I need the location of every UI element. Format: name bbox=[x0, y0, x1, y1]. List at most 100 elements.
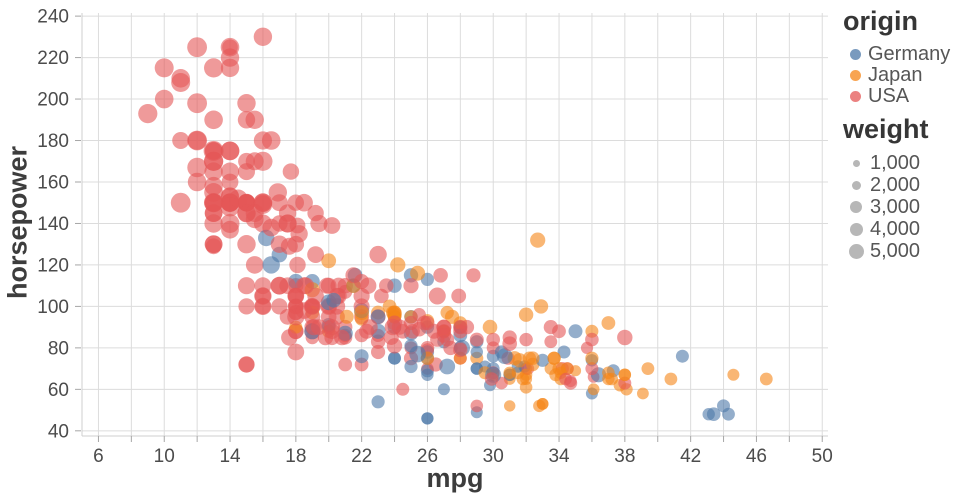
data-point bbox=[187, 172, 207, 192]
data-point bbox=[297, 277, 315, 295]
data-point bbox=[601, 316, 616, 330]
data-point bbox=[370, 309, 386, 325]
data-point bbox=[338, 357, 353, 372]
x-tick-label: 10 bbox=[154, 446, 175, 467]
data-point bbox=[451, 288, 467, 304]
data-point bbox=[409, 345, 426, 363]
data-point bbox=[237, 277, 256, 295]
origin-color-dot bbox=[849, 70, 861, 81]
x-tick-label: 38 bbox=[614, 446, 635, 467]
data-point bbox=[466, 268, 481, 283]
data-point bbox=[253, 27, 273, 46]
data-point bbox=[330, 277, 347, 294]
data-point bbox=[279, 308, 296, 325]
data-point bbox=[618, 368, 632, 382]
legend-weight-item-5000: 5,000 bbox=[843, 240, 960, 262]
data-point bbox=[307, 287, 324, 305]
y-tick-label: 220 bbox=[37, 48, 69, 69]
legend-weight-label: 2,000 bbox=[870, 173, 921, 196]
data-point bbox=[388, 351, 401, 365]
origin-color-dot bbox=[849, 91, 861, 102]
y-tick-label: 80 bbox=[48, 338, 69, 359]
data-point bbox=[279, 277, 296, 295]
data-point bbox=[433, 268, 448, 283]
data-point bbox=[440, 305, 454, 320]
data-point bbox=[552, 324, 566, 339]
data-point bbox=[307, 204, 324, 222]
data-point bbox=[305, 319, 322, 336]
data-point bbox=[469, 332, 484, 347]
x-axis-title: mpg bbox=[426, 463, 484, 493]
data-point bbox=[220, 214, 240, 233]
y-axis-title: horsepower bbox=[2, 145, 33, 300]
data-point bbox=[245, 110, 264, 129]
data-point bbox=[187, 37, 208, 58]
data-point bbox=[321, 253, 337, 269]
legend-origin-label: Germany bbox=[868, 43, 951, 65]
data-point bbox=[637, 387, 649, 400]
data-point bbox=[295, 193, 313, 212]
y-tick-label: 100 bbox=[37, 297, 69, 318]
data-point bbox=[371, 395, 385, 409]
data-point bbox=[585, 332, 599, 347]
data-point bbox=[557, 345, 571, 359]
data-point bbox=[187, 157, 207, 178]
data-point bbox=[482, 319, 498, 335]
data-point bbox=[585, 362, 599, 376]
data-point bbox=[382, 299, 397, 314]
data-point bbox=[369, 245, 387, 264]
legend-origin-label: Japan bbox=[868, 64, 923, 86]
data-point bbox=[675, 349, 689, 363]
data-point bbox=[253, 131, 272, 150]
legend-weight-label: 5,000 bbox=[870, 239, 921, 262]
data-point bbox=[245, 152, 264, 171]
data-point bbox=[172, 132, 190, 149]
data-point bbox=[170, 192, 191, 213]
legend-swatch-box bbox=[843, 159, 869, 167]
legend-weight-title: weight bbox=[843, 114, 929, 144]
weight-size-dot bbox=[848, 243, 864, 259]
data-point bbox=[354, 305, 369, 320]
data-point bbox=[390, 257, 406, 273]
data-point bbox=[525, 351, 540, 366]
origin-color-dot bbox=[849, 49, 861, 60]
data-point bbox=[503, 366, 516, 379]
data-point bbox=[437, 383, 450, 396]
legend-swatch-box bbox=[843, 222, 869, 236]
data-point bbox=[717, 399, 730, 413]
x-tick-label: 30 bbox=[483, 446, 504, 467]
data-point bbox=[307, 246, 324, 263]
x-tick-label: 6 bbox=[93, 446, 104, 467]
data-point bbox=[552, 362, 566, 376]
data-point bbox=[379, 278, 394, 294]
data-point bbox=[410, 265, 426, 281]
data-point bbox=[706, 407, 721, 422]
legend-weight-items: 1,000 2,000 3,000 4,000 5,000 bbox=[843, 152, 960, 262]
legend: origin Germany Japan USA weight 1,000 2,000… bbox=[843, 5, 960, 262]
data-point bbox=[504, 400, 516, 412]
data-point bbox=[222, 39, 238, 55]
data-point bbox=[220, 58, 240, 78]
data-point bbox=[404, 359, 418, 374]
data-point bbox=[238, 298, 255, 315]
data-point bbox=[278, 214, 297, 233]
data-point bbox=[405, 324, 420, 339]
data-point bbox=[287, 343, 305, 361]
weight-size-dot bbox=[849, 222, 863, 236]
weight-size-dot bbox=[850, 201, 862, 213]
data-point bbox=[237, 94, 256, 113]
data-point bbox=[519, 332, 533, 347]
weight-size-dot bbox=[851, 180, 861, 190]
data-point bbox=[519, 368, 533, 381]
data-point bbox=[359, 323, 375, 339]
data-point bbox=[559, 372, 572, 386]
y-tick-label: 120 bbox=[37, 255, 69, 276]
weight-size-dot bbox=[852, 159, 860, 167]
data-point bbox=[295, 302, 313, 319]
data-point bbox=[370, 334, 386, 349]
data-point bbox=[484, 372, 499, 386]
legend-origin-item-germany: Germany bbox=[843, 43, 960, 65]
data-point bbox=[187, 131, 207, 150]
